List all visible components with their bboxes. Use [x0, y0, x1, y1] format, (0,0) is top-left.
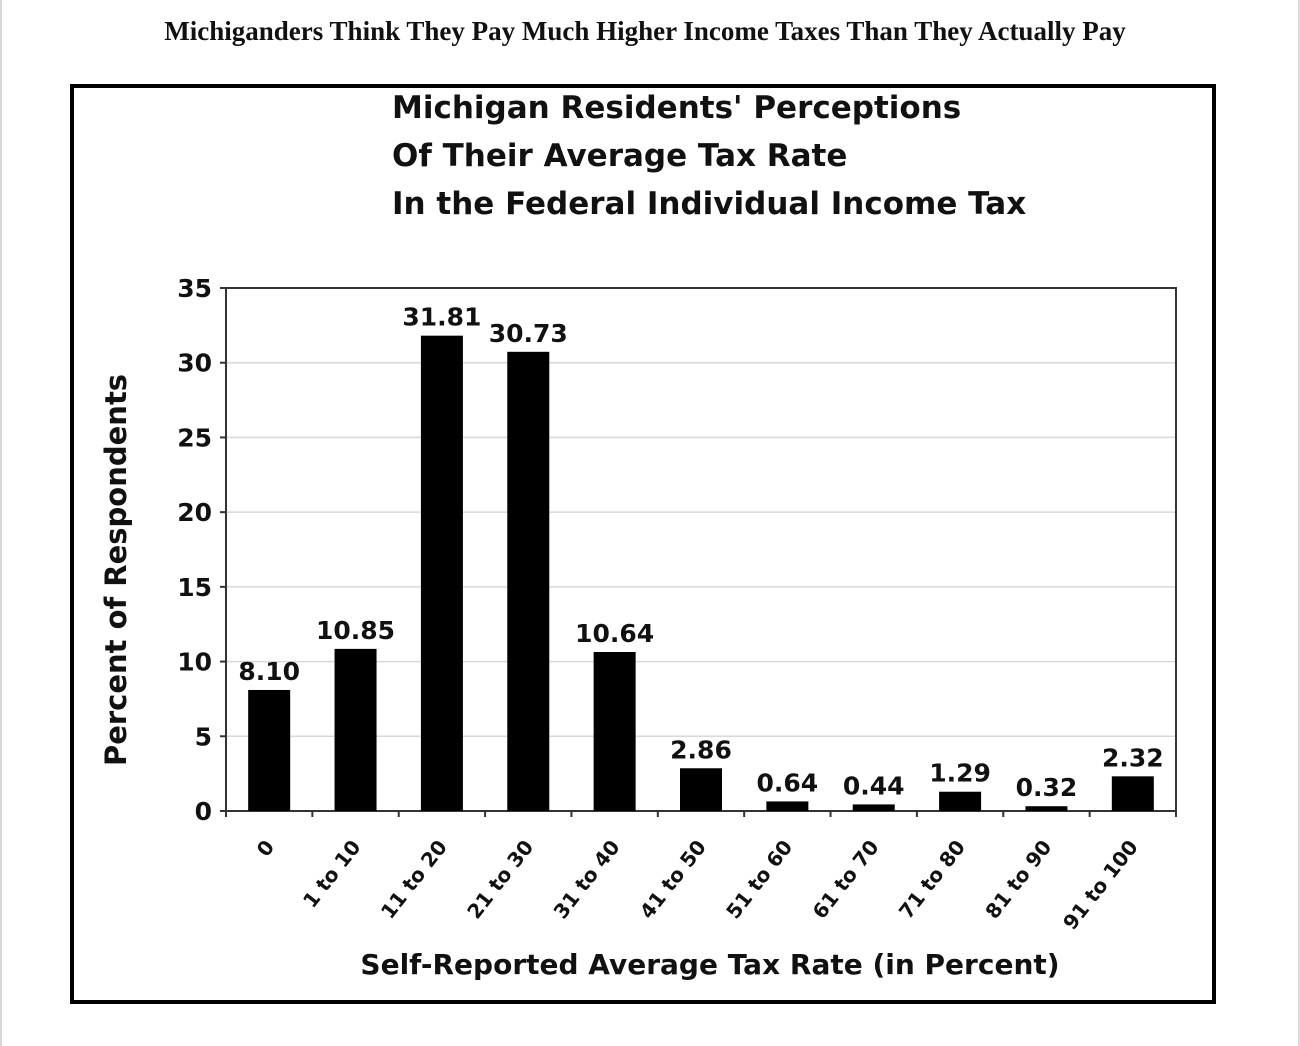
bar-value-label: 31.81 — [402, 303, 481, 332]
x-tick-label: 41 to 50 — [635, 835, 711, 923]
bar-value-label: 2.86 — [670, 735, 732, 764]
page-border-left — [0, 0, 2, 1046]
x-axis-label: Self-Reported Average Tax Rate (in Perce… — [360, 948, 1059, 981]
y-tick-label: 25 — [177, 423, 212, 452]
x-tick-label: 31 to 40 — [548, 835, 624, 923]
y-axis-label: Percent of Respondents — [99, 374, 133, 766]
page-border-right — [1298, 0, 1300, 1046]
bar-value-label: 0.64 — [757, 768, 819, 797]
chart-title-line-2: Of Their Average Tax Rate — [392, 138, 848, 174]
x-tick-label: 1 to 10 — [298, 835, 366, 912]
bar — [1025, 806, 1068, 811]
bar — [1111, 776, 1154, 811]
bar-value-label: 2.32 — [1102, 743, 1164, 772]
y-tick-label: 0 — [195, 797, 212, 826]
page-title: Michiganders Think They Pay Much Higher … — [164, 16, 1126, 46]
bar — [939, 791, 982, 811]
bar-value-label: 1.29 — [929, 759, 991, 788]
x-tick-label: 11 to 20 — [376, 835, 452, 923]
bar — [680, 768, 722, 811]
x-tick-label: 81 to 90 — [980, 835, 1056, 923]
bar — [248, 689, 291, 811]
bar-value-label: 0.44 — [843, 771, 905, 800]
y-tick-label: 15 — [177, 573, 212, 602]
bar-value-label: 10.85 — [316, 616, 395, 645]
bar-value-label: 10.64 — [575, 619, 654, 648]
y-tick-label: 5 — [195, 722, 212, 751]
bar-value-label: 0.32 — [1016, 773, 1078, 802]
chart-frame — [70, 84, 1216, 1004]
bar-value-label: 30.73 — [489, 319, 568, 348]
bar-value-label: 8.10 — [238, 657, 300, 686]
bar — [852, 804, 895, 811]
bar — [593, 652, 636, 811]
chart-title-line-3: In the Federal Individual Income Tax — [392, 186, 1027, 222]
bar — [420, 335, 463, 811]
x-tick-label: 51 to 60 — [721, 835, 797, 923]
x-tick-label: 61 to 70 — [808, 835, 884, 923]
bar — [766, 801, 809, 811]
x-tick-label: 71 to 80 — [894, 835, 970, 923]
y-tick-label: 20 — [177, 498, 212, 527]
x-tick-label: 91 to 100 — [1058, 835, 1143, 934]
y-tick-label: 35 — [177, 274, 212, 303]
chart-title-line-1: Michigan Residents' Perceptions — [392, 90, 962, 126]
y-tick-label: 10 — [177, 648, 212, 677]
x-tick-label: 21 to 30 — [462, 835, 538, 923]
y-tick-label: 30 — [177, 349, 212, 378]
bar — [507, 351, 550, 811]
bar — [334, 648, 377, 811]
x-tick-label: 0 — [252, 835, 279, 861]
